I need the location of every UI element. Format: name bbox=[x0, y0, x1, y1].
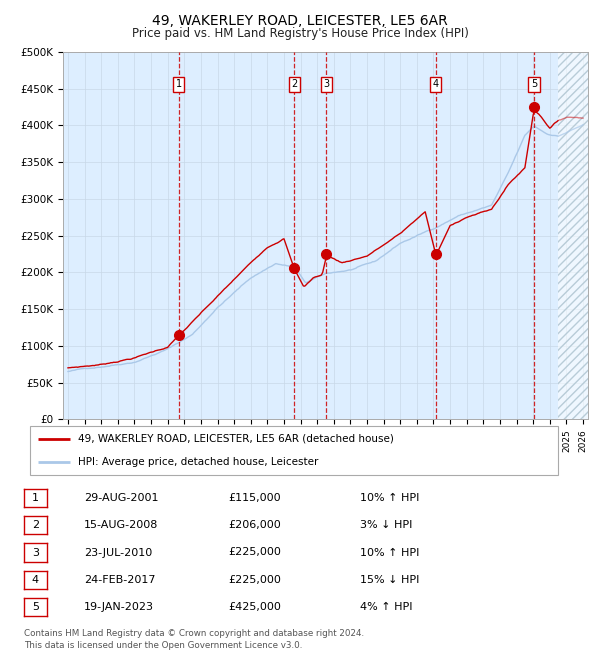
Text: 3% ↓ HPI: 3% ↓ HPI bbox=[360, 520, 412, 530]
Text: 15-AUG-2008: 15-AUG-2008 bbox=[84, 520, 158, 530]
Text: 3: 3 bbox=[323, 79, 329, 89]
Text: £425,000: £425,000 bbox=[228, 602, 281, 612]
Text: 2: 2 bbox=[291, 79, 298, 89]
Text: 49, WAKERLEY ROAD, LEICESTER, LE5 6AR (detached house): 49, WAKERLEY ROAD, LEICESTER, LE5 6AR (d… bbox=[77, 434, 394, 444]
Text: Contains HM Land Registry data © Crown copyright and database right 2024.
This d: Contains HM Land Registry data © Crown c… bbox=[24, 629, 364, 650]
Text: 15% ↓ HPI: 15% ↓ HPI bbox=[360, 575, 419, 585]
FancyBboxPatch shape bbox=[30, 426, 558, 474]
Text: 23-JUL-2010: 23-JUL-2010 bbox=[84, 547, 152, 558]
Text: £115,000: £115,000 bbox=[228, 493, 281, 503]
Text: £225,000: £225,000 bbox=[228, 547, 281, 558]
Text: 4: 4 bbox=[433, 79, 439, 89]
Text: 10% ↑ HPI: 10% ↑ HPI bbox=[360, 547, 419, 558]
Text: 5: 5 bbox=[531, 79, 537, 89]
Text: £206,000: £206,000 bbox=[228, 520, 281, 530]
Text: 1: 1 bbox=[176, 79, 182, 89]
Text: 49, WAKERLEY ROAD, LEICESTER, LE5 6AR: 49, WAKERLEY ROAD, LEICESTER, LE5 6AR bbox=[152, 14, 448, 29]
Text: 10% ↑ HPI: 10% ↑ HPI bbox=[360, 493, 419, 503]
Text: 19-JAN-2023: 19-JAN-2023 bbox=[84, 602, 154, 612]
Text: Price paid vs. HM Land Registry's House Price Index (HPI): Price paid vs. HM Land Registry's House … bbox=[131, 27, 469, 40]
Text: 5: 5 bbox=[32, 602, 39, 612]
Text: 4% ↑ HPI: 4% ↑ HPI bbox=[360, 602, 413, 612]
Text: 4: 4 bbox=[32, 575, 39, 585]
Bar bbox=[558, 52, 592, 419]
Text: 1: 1 bbox=[32, 493, 39, 503]
Text: 24-FEB-2017: 24-FEB-2017 bbox=[84, 575, 155, 585]
Bar bbox=[558, 52, 592, 419]
Text: 3: 3 bbox=[32, 547, 39, 558]
Text: HPI: Average price, detached house, Leicester: HPI: Average price, detached house, Leic… bbox=[77, 458, 318, 467]
Text: 2: 2 bbox=[32, 520, 39, 530]
Text: 29-AUG-2001: 29-AUG-2001 bbox=[84, 493, 158, 503]
Text: £225,000: £225,000 bbox=[228, 575, 281, 585]
